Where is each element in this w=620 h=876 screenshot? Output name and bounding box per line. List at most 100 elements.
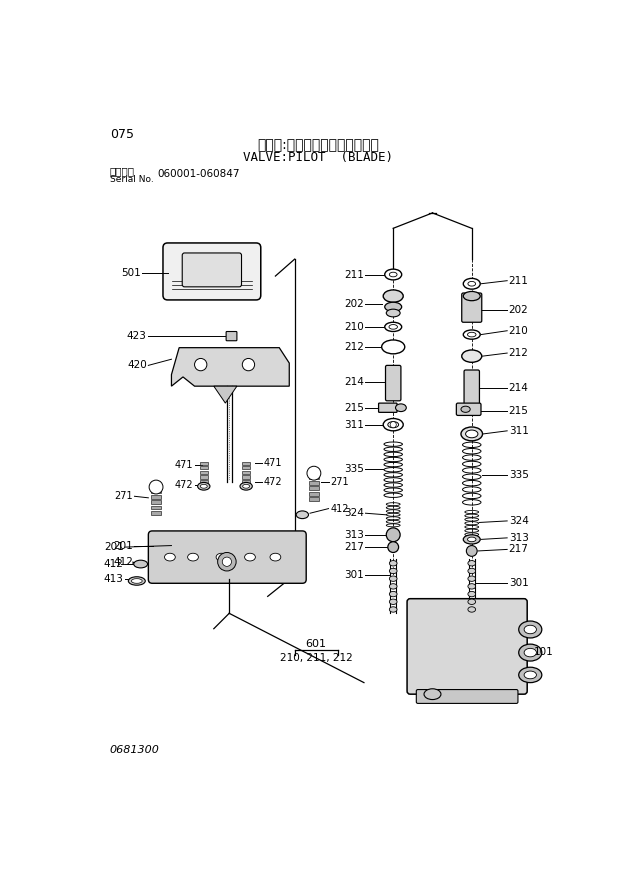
Text: VALVE:PILOT  (BLADE): VALVE:PILOT (BLADE): [243, 151, 392, 164]
Bar: [151, 495, 161, 498]
Text: 211: 211: [508, 276, 529, 286]
Ellipse shape: [383, 290, 403, 302]
Bar: [200, 462, 208, 464]
Text: 420: 420: [127, 360, 147, 371]
Ellipse shape: [389, 583, 397, 589]
Ellipse shape: [467, 537, 476, 541]
Ellipse shape: [389, 325, 397, 329]
Bar: [200, 466, 208, 470]
Text: 0681300: 0681300: [110, 745, 160, 755]
Text: Serial No.: Serial No.: [110, 175, 154, 184]
Text: 471: 471: [174, 461, 193, 470]
Bar: [309, 476, 319, 479]
Ellipse shape: [463, 279, 480, 289]
Bar: [151, 490, 161, 493]
Ellipse shape: [468, 576, 476, 582]
Text: 313: 313: [344, 530, 364, 540]
Circle shape: [222, 557, 231, 567]
Ellipse shape: [296, 511, 309, 519]
Ellipse shape: [382, 340, 405, 354]
Text: 423: 423: [127, 331, 147, 341]
FancyBboxPatch shape: [462, 293, 482, 322]
Text: 471: 471: [264, 458, 282, 468]
Ellipse shape: [461, 406, 470, 413]
FancyBboxPatch shape: [148, 531, 306, 583]
Ellipse shape: [389, 561, 397, 566]
Bar: [200, 480, 208, 484]
Text: 412: 412: [113, 557, 133, 567]
Ellipse shape: [240, 483, 252, 490]
Ellipse shape: [389, 591, 397, 597]
Text: 271: 271: [114, 491, 133, 501]
Bar: [242, 476, 250, 478]
Ellipse shape: [519, 668, 542, 682]
Text: 212: 212: [344, 342, 364, 352]
FancyBboxPatch shape: [386, 365, 401, 401]
Text: 215: 215: [344, 403, 364, 413]
Ellipse shape: [462, 350, 482, 363]
Circle shape: [388, 541, 399, 553]
Ellipse shape: [385, 322, 402, 331]
Text: 060001-060847: 060001-060847: [157, 169, 240, 180]
Text: 335: 335: [508, 470, 529, 480]
Ellipse shape: [524, 671, 536, 679]
Text: 413: 413: [104, 575, 124, 584]
Ellipse shape: [198, 483, 210, 490]
Ellipse shape: [519, 644, 542, 661]
Ellipse shape: [468, 607, 476, 612]
Ellipse shape: [468, 281, 476, 286]
Text: 301: 301: [508, 577, 528, 588]
Ellipse shape: [389, 576, 397, 582]
Text: 202: 202: [344, 299, 364, 308]
Text: 210, 211, 212: 210, 211, 212: [280, 653, 353, 663]
Ellipse shape: [468, 591, 476, 597]
Ellipse shape: [466, 430, 478, 438]
Ellipse shape: [131, 579, 142, 583]
Text: 201: 201: [113, 540, 133, 550]
Text: 214: 214: [508, 384, 529, 393]
Ellipse shape: [463, 292, 480, 300]
Text: 311: 311: [344, 420, 364, 429]
Bar: [242, 471, 250, 474]
Ellipse shape: [389, 272, 397, 277]
Ellipse shape: [128, 576, 145, 585]
Ellipse shape: [385, 269, 402, 280]
Ellipse shape: [389, 607, 397, 612]
Bar: [242, 466, 250, 470]
Bar: [151, 505, 161, 509]
Ellipse shape: [519, 621, 542, 638]
Circle shape: [195, 358, 207, 371]
Circle shape: [242, 358, 255, 371]
Bar: [309, 486, 319, 490]
FancyBboxPatch shape: [163, 243, 261, 300]
Text: 215: 215: [508, 406, 529, 416]
Ellipse shape: [245, 554, 255, 561]
Text: 271: 271: [330, 477, 348, 487]
Text: 適用号機: 適用号機: [110, 166, 135, 176]
Text: 101: 101: [533, 646, 553, 657]
Bar: [242, 462, 250, 464]
Ellipse shape: [524, 625, 536, 633]
Text: 217: 217: [344, 542, 364, 552]
Ellipse shape: [468, 599, 476, 604]
Bar: [151, 500, 161, 504]
Bar: [151, 511, 161, 515]
FancyBboxPatch shape: [182, 253, 242, 286]
Circle shape: [390, 421, 396, 427]
Ellipse shape: [188, 554, 198, 561]
Text: 324: 324: [508, 516, 529, 526]
Polygon shape: [172, 348, 290, 386]
Ellipse shape: [524, 648, 536, 657]
FancyBboxPatch shape: [407, 598, 527, 694]
Ellipse shape: [468, 583, 476, 589]
Ellipse shape: [216, 554, 227, 561]
Text: 501: 501: [121, 268, 141, 278]
Text: 202: 202: [508, 305, 528, 315]
Bar: [200, 471, 208, 474]
Bar: [200, 476, 208, 478]
Ellipse shape: [467, 332, 476, 337]
Ellipse shape: [463, 330, 480, 339]
Text: 210: 210: [508, 326, 528, 336]
FancyBboxPatch shape: [379, 403, 397, 413]
Text: 472: 472: [174, 480, 193, 490]
